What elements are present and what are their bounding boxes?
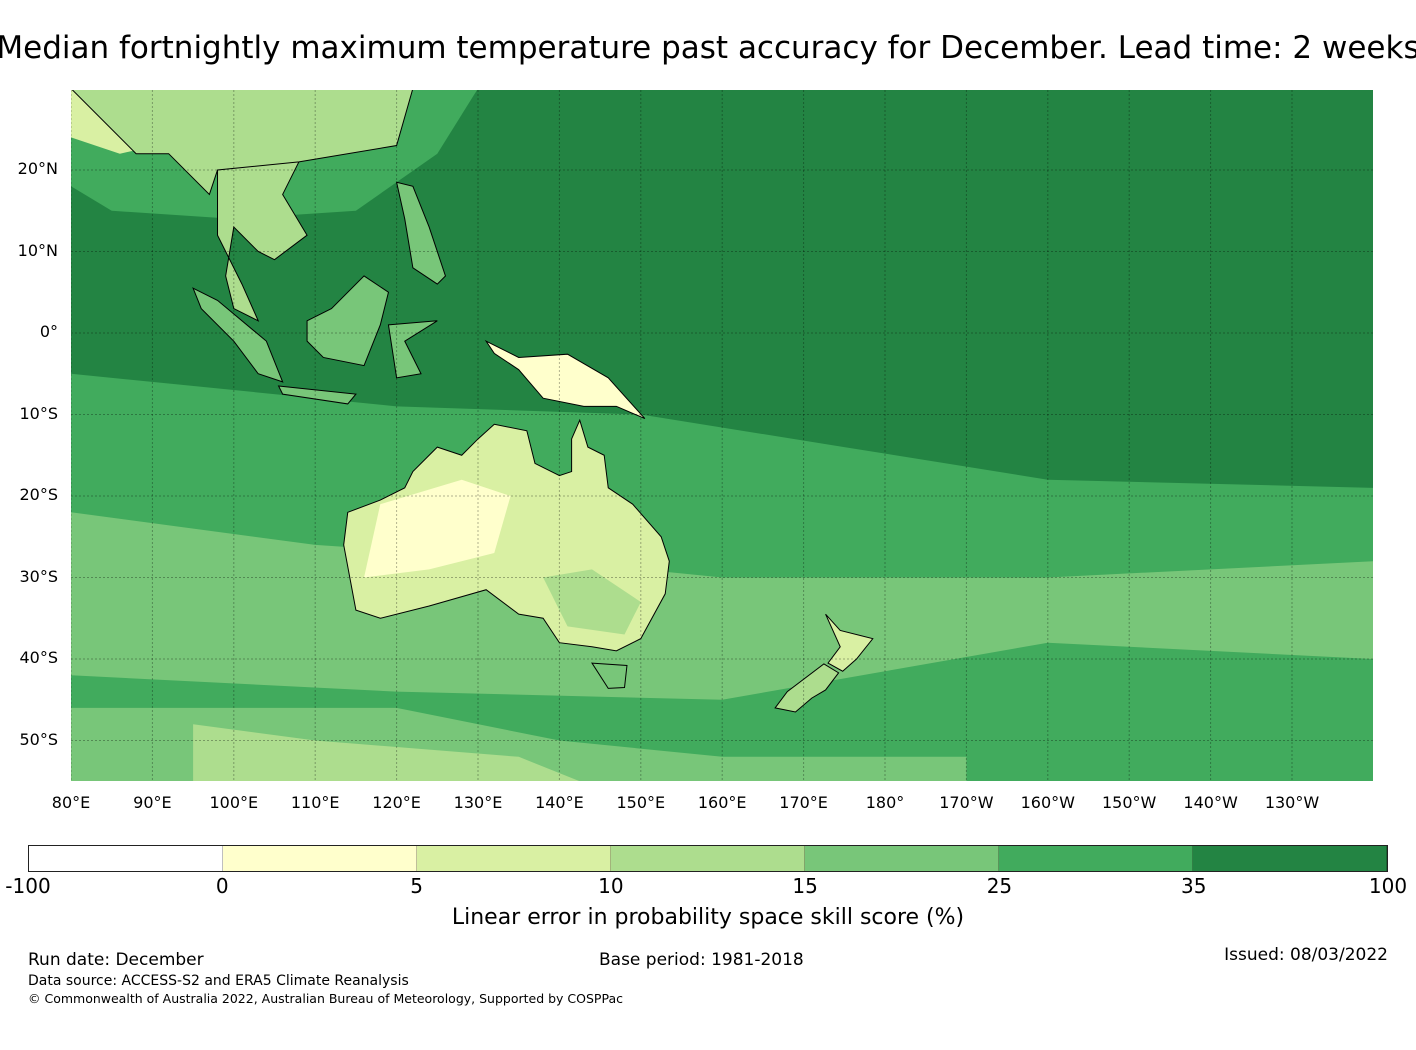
lon-label: 160°W — [1020, 793, 1075, 812]
colorbar-tick-label: 15 — [792, 874, 818, 898]
lon-label: 130°E — [453, 793, 503, 812]
colorbar — [28, 845, 1388, 872]
sulawesi — [387, 320, 438, 379]
skill-region-south-light — [193, 724, 580, 781]
java — [277, 385, 357, 405]
colorbar-tick-label: 100 — [1368, 874, 1408, 898]
lon-label: 140°W — [1183, 793, 1238, 812]
lon-label: 150°E — [616, 793, 666, 812]
lat-label: 10°S — [19, 403, 58, 423]
colorbar-segment — [805, 846, 999, 871]
colorbar-segment — [611, 846, 805, 871]
lon-label: 160°E — [697, 793, 747, 812]
copyright: © Commonwealth of Australia 2022, Austra… — [28, 991, 623, 1006]
base-period: Base period: 1981-2018 — [599, 950, 804, 970]
lat-label: 20°N — [17, 159, 58, 178]
lat-label: 20°S — [19, 485, 58, 504]
data-source: Data source: ACCESS-S2 and ERA5 Climate … — [28, 973, 409, 989]
lat-label: 40°S — [19, 648, 58, 667]
lat-label: 30°S — [19, 566, 58, 586]
indochina — [217, 153, 308, 322]
lon-label: 80°E — [51, 793, 91, 812]
skill-score-map — [71, 90, 1373, 781]
tasmania — [590, 662, 628, 689]
colorbar-tick-label: 25 — [986, 874, 1013, 898]
colorbar-tick-label: 35 — [1180, 874, 1207, 898]
colorbar-segment — [999, 846, 1193, 871]
new-zealand-north-island — [825, 613, 874, 672]
colorbar-segment — [29, 846, 223, 871]
colorbar-segment — [223, 846, 417, 871]
asia-mainland — [71, 90, 413, 196]
lon-label: 110°E — [290, 793, 340, 812]
lon-label: 170°W — [939, 793, 994, 812]
colorbar-segment — [1193, 846, 1387, 871]
run-date: Run date: December — [28, 950, 204, 970]
colorbar-tick-label: 10 — [598, 874, 624, 898]
lon-label: 130°W — [1264, 793, 1320, 812]
sumatra — [192, 287, 284, 383]
colorbar-tick-label: 5 — [410, 874, 423, 898]
lon-label: 90°E — [133, 793, 172, 812]
map-title: Median fortnightly maximum temperature p… — [0, 30, 1416, 66]
lon-label: 150°W — [1102, 793, 1157, 812]
lat-label: 50°S — [19, 729, 58, 749]
lat-label: 0° — [39, 322, 58, 341]
lon-label: 100°E — [209, 793, 259, 812]
philippines — [395, 181, 447, 285]
lon-label: 170°E — [779, 793, 828, 812]
lon-label: 180° — [865, 793, 905, 812]
lat-label: 10°N — [17, 240, 58, 260]
borneo — [306, 275, 390, 367]
lon-label: 140°E — [535, 793, 584, 812]
australia-southeast — [543, 569, 641, 635]
new-zealand-south-island — [774, 663, 840, 713]
colorbar-label: Linear error in probability space skill … — [451, 905, 965, 930]
issued-date: Issued: 08/03/2022 — [1224, 945, 1388, 965]
australia-interior-low — [364, 479, 511, 578]
lon-label: 120°E — [372, 793, 421, 812]
colorbar-tick-label: 0 — [215, 874, 229, 898]
colorbar-segment — [417, 846, 611, 871]
colorbar-tick-label: -100 — [5, 874, 51, 898]
new-guinea — [484, 339, 646, 420]
